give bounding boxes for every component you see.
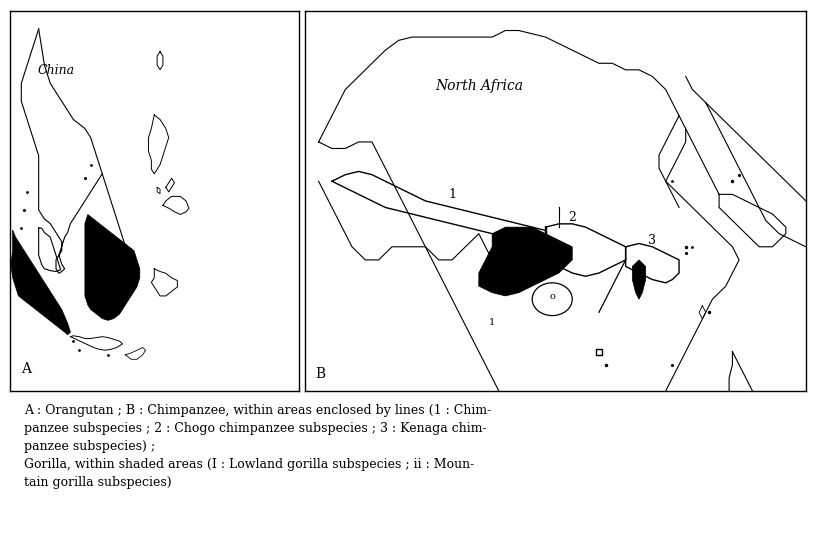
Polygon shape bbox=[11, 230, 71, 335]
Text: 2: 2 bbox=[568, 211, 576, 224]
Polygon shape bbox=[85, 214, 140, 320]
Text: 3: 3 bbox=[648, 233, 656, 247]
Text: A : Orangutan ; B : Chimpanzee, within areas enclosed by lines (1 : Chim-
panzee: A : Orangutan ; B : Chimpanzee, within a… bbox=[24, 404, 492, 489]
Text: o: o bbox=[549, 292, 555, 301]
Text: North Africa: North Africa bbox=[435, 79, 523, 92]
Text: 1: 1 bbox=[448, 188, 456, 200]
Text: B: B bbox=[315, 367, 326, 381]
Text: 1: 1 bbox=[489, 318, 495, 327]
Polygon shape bbox=[479, 227, 572, 296]
Text: China: China bbox=[37, 64, 75, 77]
Text: A: A bbox=[21, 362, 31, 376]
Polygon shape bbox=[632, 260, 646, 299]
